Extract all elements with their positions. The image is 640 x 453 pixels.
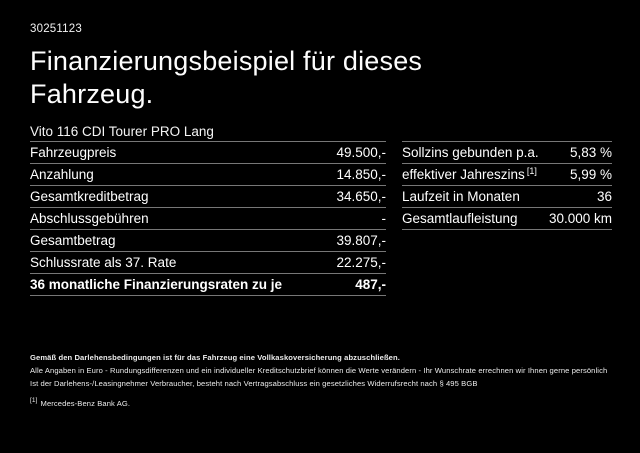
table-row: Gesamtlaufleistung 30.000 km xyxy=(402,208,612,230)
footnote-reference: [1] xyxy=(526,167,537,176)
row-label: Gesamtlaufleistung xyxy=(402,211,518,226)
finance-table-rows: Fahrzeugpreis 49.500,- Anzahlung 14.850,… xyxy=(30,142,386,296)
footer-disclaimer: Gemäß den Darlehensbedingungen ist für d… xyxy=(30,351,620,410)
row-value: 22.275,- xyxy=(336,255,386,270)
table-row: Laufzeit in Monaten 36 xyxy=(402,186,612,208)
disclaimer-line-2: Ist der Darlehens-/Leasingnehmer Verbrau… xyxy=(30,379,478,388)
row-label: effektiver Jahreszins [1] xyxy=(402,167,537,182)
row-label: Laufzeit in Monaten xyxy=(402,189,520,204)
footnote-text: Mercedes-Benz Bank AG. xyxy=(40,399,131,408)
table-row: Gesamtbetrag 39.807,- xyxy=(30,230,386,252)
table-row: Abschlussgebühren - xyxy=(30,208,386,230)
table-row: Anzahlung 14.850,- xyxy=(30,164,386,186)
table-row: Schlussrate als 37. Rate 22.275,- xyxy=(30,252,386,274)
row-value: 39.807,- xyxy=(336,233,386,248)
row-value: 49.500,- xyxy=(336,145,386,160)
insurance-requirement-note: Gemäß den Darlehensbedingungen ist für d… xyxy=(30,353,400,362)
row-value: 5,99 % xyxy=(569,167,612,182)
table-row: Fahrzeugpreis 49.500,- xyxy=(30,142,386,164)
row-value: 487,- xyxy=(355,277,386,292)
row-label: Gesamtbetrag xyxy=(30,233,116,248)
conditions-table-rows: Sollzins gebunden p.a. 5,83 % effektiver… xyxy=(402,141,612,230)
vehicle-model: Vito 116 CDI Tourer PRO Lang xyxy=(30,122,386,142)
finance-table: Vito 116 CDI Tourer PRO Lang Fahrzeugpre… xyxy=(30,122,386,296)
table-row: 36 monatliche Finanzierungsraten zu je 4… xyxy=(30,274,386,296)
conditions-table-spacer xyxy=(402,122,612,141)
row-label: Fahrzeugpreis xyxy=(30,145,117,160)
row-label: Abschlussgebühren xyxy=(30,211,149,226)
finance-tables-area: Vito 116 CDI Tourer PRO Lang Fahrzeugpre… xyxy=(30,122,612,296)
row-label: Gesamtkreditbetrag xyxy=(30,189,149,204)
footnote-marker: [1] xyxy=(30,397,38,405)
row-value: - xyxy=(381,211,387,226)
row-label: Sollzins gebunden p.a. xyxy=(402,145,539,160)
footnote: [1] Mercedes-Benz Bank AG. xyxy=(30,397,620,410)
document-number: 30251123 xyxy=(30,23,82,35)
disclaimer-line-1: Alle Angaben in Euro - Rundungsdifferenz… xyxy=(30,366,608,375)
table-row: Gesamtkreditbetrag 34.650,- xyxy=(30,186,386,208)
row-label: Schlussrate als 37. Rate xyxy=(30,255,177,270)
table-row: effektiver Jahreszins [1] 5,99 % xyxy=(402,164,612,186)
row-label: Anzahlung xyxy=(30,167,94,182)
row-value: 30.000 km xyxy=(548,211,612,226)
row-value: 5,83 % xyxy=(569,145,612,160)
row-value: 36 xyxy=(596,189,612,204)
page-title: Finanzierungsbeispiel für dieses Fahrzeu… xyxy=(30,46,423,109)
conditions-table: Sollzins gebunden p.a. 5,83 % effektiver… xyxy=(402,122,612,296)
table-row: Sollzins gebunden p.a. 5,83 % xyxy=(402,142,612,164)
row-label: 36 monatliche Finanzierungsraten zu je xyxy=(30,277,283,292)
row-value: 34.650,- xyxy=(336,189,386,204)
row-value: 14.850,- xyxy=(336,167,386,182)
